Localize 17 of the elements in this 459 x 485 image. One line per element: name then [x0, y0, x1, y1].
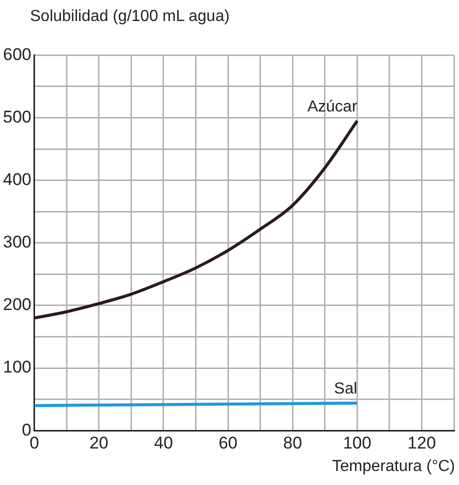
y-axis-title: Solubilidad (g/100 mL agua) [30, 8, 230, 26]
y-tick-label: 400 [2, 170, 32, 190]
x-tick-label: 120 [408, 433, 436, 452]
series-label: Sal [334, 380, 358, 398]
x-axis-title: Temperatura (°C) [332, 458, 455, 476]
x-tick-label: 80 [283, 433, 302, 452]
y-tick-label: 100 [2, 358, 32, 377]
x-tick-label: 60 [218, 433, 238, 452]
x-tick-label: 100 [342, 433, 372, 452]
y-tick-label: 600 [2, 44, 32, 64]
x-tick-label: 40 [154, 433, 173, 452]
y-tick-label: 500 [2, 107, 32, 126]
y-tick-label: 300 [2, 232, 32, 252]
x-tick-label: 20 [89, 433, 108, 452]
y-tick-label: 200 [2, 295, 32, 314]
y-tick-label: 0 [22, 420, 32, 440]
series-label: Azúcar [307, 98, 358, 116]
